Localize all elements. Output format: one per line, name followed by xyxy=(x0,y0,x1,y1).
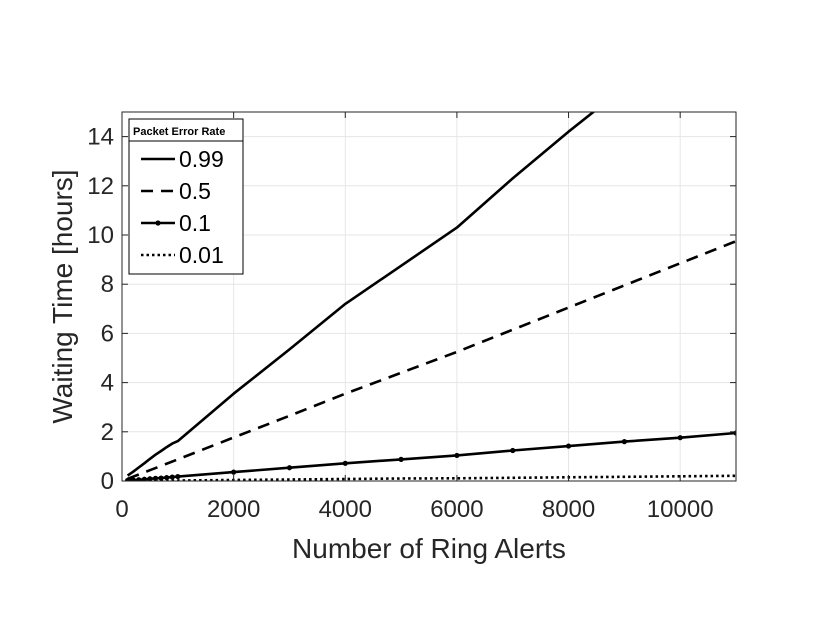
x-tick-label: 8000 xyxy=(542,496,595,523)
legend-label: 0.99 xyxy=(179,146,224,172)
y-tick-label: 4 xyxy=(101,370,114,397)
legend-items: 0.99 0.5 0.1 0.01 xyxy=(141,146,224,268)
x-tick-label: 10000 xyxy=(647,496,714,523)
series-point xyxy=(454,452,460,459)
legend: Packet Error Rate 0.99 0.5 0.1 0.01 xyxy=(128,118,244,275)
series-point xyxy=(677,435,683,441)
ticks xyxy=(121,112,736,482)
y-tick-label: 0 xyxy=(101,468,114,495)
x-tick-label: 4000 xyxy=(319,496,372,523)
series-point xyxy=(175,473,181,480)
series-point xyxy=(286,465,293,471)
series-point xyxy=(158,475,164,481)
x-tick-label: 2000 xyxy=(207,496,260,523)
legend-label: 0.1 xyxy=(179,210,211,236)
series-point xyxy=(510,447,516,454)
x-tick-label: 6000 xyxy=(430,496,483,523)
y-tick-label: 8 xyxy=(101,271,114,298)
y-tick-label: 10 xyxy=(87,222,114,249)
y-tick-label: 12 xyxy=(87,173,114,200)
series-lines xyxy=(124,112,736,481)
x-axis-label: Number of Ring Alerts xyxy=(292,533,566,564)
y-tick-labels: 0 2 4 6 8 10 12 14 xyxy=(87,124,114,495)
x-tick-label: 0 xyxy=(115,496,128,523)
axes-box xyxy=(121,111,737,482)
x-tick-labels: 0 2000 4000 6000 8000 10000 xyxy=(115,496,713,523)
legend-title: Packet Error Rate xyxy=(133,126,225,138)
series-point xyxy=(565,443,572,449)
series-point xyxy=(169,474,175,480)
series-line-0-99 xyxy=(126,112,596,477)
y-tick-label: 6 xyxy=(101,320,114,347)
y-axis-label: Waiting Time [hours] xyxy=(47,169,78,423)
series-point xyxy=(231,469,237,475)
y-tick-label: 2 xyxy=(101,419,114,446)
series-point xyxy=(342,460,348,466)
legend-label: 0.5 xyxy=(179,178,211,204)
series-point xyxy=(621,439,627,445)
series-point xyxy=(164,474,170,481)
y-tick-label: 14 xyxy=(87,124,114,151)
legend-swatch-marker xyxy=(155,220,161,226)
legend-label: 0.01 xyxy=(179,242,224,268)
series-point xyxy=(398,456,404,462)
legend-box xyxy=(128,118,244,275)
series-line-0-01 xyxy=(127,474,736,481)
